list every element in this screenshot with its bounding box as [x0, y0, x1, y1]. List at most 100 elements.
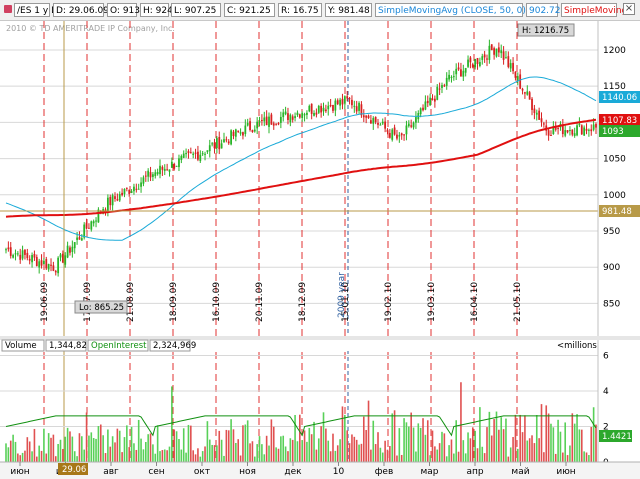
- candle-body: [490, 44, 493, 51]
- volume-bar: [296, 441, 299, 462]
- candle-body: [519, 74, 522, 89]
- date-label: 21.08.09: [126, 282, 136, 322]
- volume-bar: [294, 414, 296, 462]
- date-label: 18.12.09: [298, 282, 308, 322]
- candle-body: [24, 249, 26, 255]
- candle-body: [21, 250, 24, 259]
- candle-body: [436, 86, 439, 100]
- candle-body: [469, 57, 472, 63]
- volume-bar: [239, 455, 242, 462]
- candle-body: [460, 69, 462, 77]
- volume-bar: [344, 414, 346, 462]
- volume-bar: [154, 453, 157, 462]
- candle-body: [45, 259, 48, 269]
- candle-body: [372, 118, 375, 124]
- volume-bar: [28, 441, 31, 462]
- volume-bar: [201, 451, 204, 462]
- candle-body: [483, 54, 486, 58]
- candle-body: [346, 96, 349, 99]
- candle-body: [580, 125, 583, 135]
- date-label: 19.03.10: [427, 282, 437, 322]
- volume-bar: [509, 447, 512, 462]
- volume-bar: [268, 445, 270, 462]
- volume-bar: [135, 449, 138, 462]
- volume-bar: [190, 425, 192, 462]
- candle-body: [339, 99, 341, 106]
- candle-body: [204, 153, 206, 155]
- candle-body: [426, 100, 429, 104]
- volume-bar: [381, 452, 384, 462]
- candle-body: [242, 132, 244, 136]
- volume-bar: [334, 450, 337, 462]
- volume-bar: [208, 439, 211, 462]
- candle-body: [114, 196, 116, 199]
- volume-bar: [569, 445, 571, 462]
- volume-bar: [64, 436, 67, 462]
- candle-body: [540, 118, 543, 122]
- candle-body: [7, 247, 10, 250]
- candle-body: [516, 76, 519, 80]
- volume-bar: [550, 423, 552, 462]
- volume-bar: [92, 438, 95, 462]
- volume-bar: [405, 422, 408, 462]
- close-icon[interactable]: ×: [623, 3, 635, 15]
- candle-body: [422, 107, 424, 111]
- volume-bar: [346, 430, 349, 462]
- candle-body: [161, 166, 164, 170]
- candle-body: [83, 224, 86, 238]
- volume-bar: [353, 436, 356, 462]
- candle-body: [197, 151, 199, 160]
- sma50-line: [5, 76, 597, 241]
- cursor-date-box: [58, 463, 88, 475]
- candle-body: [497, 47, 500, 53]
- candle-body: [348, 98, 351, 100]
- volume-bar: [367, 400, 370, 462]
- volume-bar: [379, 447, 382, 462]
- volume-bar: [291, 439, 294, 462]
- volume-value-box: [45, 339, 87, 352]
- candle-body: [253, 129, 256, 132]
- volume-bar: [114, 442, 116, 462]
- volume-bar: [554, 453, 557, 462]
- candle-body: [130, 191, 133, 193]
- candle-body: [334, 100, 337, 111]
- volume-bar: [140, 438, 142, 462]
- candle-body: [557, 128, 559, 130]
- pane-splitter[interactable]: [0, 336, 640, 340]
- candle-body: [576, 125, 578, 136]
- low-readout: L: 907.25: [171, 3, 221, 17]
- sma2-study-label[interactable]: SimpleMoving...: [561, 3, 636, 17]
- volume-bar: [386, 449, 389, 462]
- date-label: 19.02.10: [384, 282, 394, 322]
- volume-bar: [232, 429, 235, 462]
- month-label: мар: [420, 467, 438, 477]
- volume-bar: [493, 419, 495, 462]
- candle-body: [367, 115, 370, 119]
- volume-bar: [576, 414, 578, 462]
- sma-study-label[interactable]: SimpleMovingAvg (CLOSE, 50, 0): [375, 3, 526, 17]
- high-annotation-text: H: 1216.75: [522, 26, 569, 36]
- volume-tick-label: 4: [603, 387, 609, 397]
- candle-body: [320, 105, 323, 113]
- candle-body: [396, 134, 398, 139]
- volume-bar: [128, 447, 131, 462]
- candle-body: [585, 128, 588, 131]
- candle-body: [54, 270, 57, 273]
- volume-bar: [242, 425, 244, 462]
- candle-body: [500, 50, 503, 54]
- volume-bar: [144, 441, 147, 462]
- candle-body: [225, 139, 228, 141]
- volume-bar: [7, 447, 10, 462]
- candle-body: [175, 165, 178, 167]
- volume-bar: [372, 420, 375, 462]
- volume-bar: [213, 445, 216, 462]
- symbol-selector[interactable]: /ES 1 y D: [14, 3, 58, 17]
- volume-bar: [469, 438, 472, 462]
- oi-label-box: [87, 339, 149, 352]
- volume-bar: [116, 428, 119, 462]
- volume-bar: [9, 440, 12, 462]
- candle-body: [137, 188, 140, 190]
- volume-bar: [258, 436, 261, 462]
- volume-bar: [505, 418, 507, 462]
